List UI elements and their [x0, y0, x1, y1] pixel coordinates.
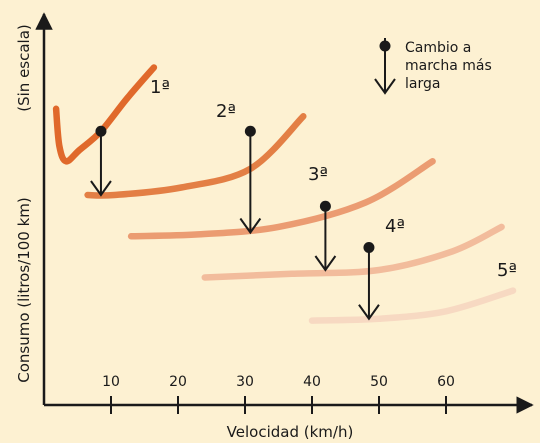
gear-curve-2 — [84, 113, 307, 199]
gear-label-5: 5ª — [497, 260, 517, 281]
y-axis-note: (Sin escala) — [15, 24, 33, 112]
shift-point-2 — [244, 125, 256, 137]
legend: Cambio a marcha más larga — [374, 38, 492, 95]
shift-point-4 — [363, 242, 375, 253]
gear-label-1: 1ª — [150, 77, 170, 98]
legend-arrowhead — [374, 78, 396, 95]
legend-dot — [379, 40, 391, 52]
legend-text-line1: Cambio a — [405, 40, 471, 56]
x-axis-label: Velocidad (km/h) — [227, 423, 354, 441]
x-tick-label-10: 10 — [102, 374, 120, 390]
legend-text-line3: larga — [405, 76, 440, 92]
shift-arrowhead-1 — [90, 180, 112, 197]
x-ticks: 10 20 30 40 50 60 — [102, 374, 455, 414]
gear-curve-3 — [127, 158, 436, 240]
gear-curve-1 — [52, 64, 158, 165]
x-tick-label-20: 20 — [169, 374, 187, 390]
gear-curve-5 — [308, 287, 517, 324]
legend-text-line2: marcha más — [405, 58, 492, 74]
shift-arrowhead-4 — [358, 304, 380, 321]
x-tick-label-40: 40 — [303, 374, 321, 390]
shift-point-3 — [319, 200, 331, 212]
gear-label-2: 2ª — [216, 101, 236, 122]
gear-curves — [52, 64, 517, 324]
gear-curve-4 — [201, 223, 505, 281]
x-tick-label-30: 30 — [236, 374, 254, 390]
gear-label-4: 4ª — [385, 216, 405, 237]
x-tick-label-60: 60 — [437, 374, 455, 390]
y-axis-label: Consumo (litros/100 km) — [15, 197, 33, 383]
shift-markers — [90, 125, 380, 321]
shift-point-1 — [95, 125, 107, 137]
shift-arrowhead-3 — [314, 255, 337, 272]
x-tick-label-50: 50 — [370, 374, 388, 390]
gear-labels: 1ª 2ª 3ª 4ª 5ª — [150, 77, 517, 281]
shift-arrowhead-2 — [239, 217, 262, 235]
gear-label-3: 3ª — [308, 164, 328, 185]
